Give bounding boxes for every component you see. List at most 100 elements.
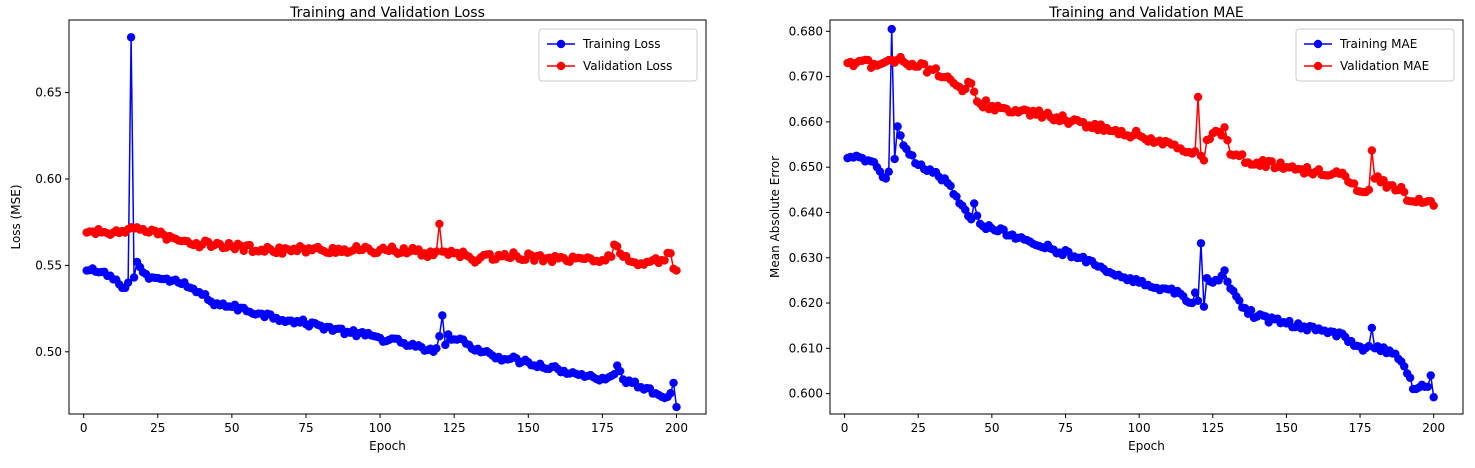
x-tick-label: 200 [1422,421,1445,435]
data-point [881,174,891,183]
data-point [672,402,681,412]
data-point [1220,266,1229,275]
series-training-mae [843,24,1438,402]
legend-label: Validation MAE [1340,59,1429,73]
data-point [1429,393,1438,402]
data-point [1426,371,1435,380]
x-tick-label: 150 [517,421,540,435]
data-point [972,211,982,220]
legend-marker [556,39,566,49]
x-tick-label: 125 [1201,421,1224,435]
data-point [908,151,917,160]
x-tick-label: 50 [984,421,999,435]
x-tick-label: 0 [80,421,88,435]
series-training-loss [82,33,681,412]
y-tick-label: 0.610 [789,341,823,355]
data-point [438,311,447,320]
data-point [669,378,678,388]
data-point [432,344,441,353]
data-point [1238,150,1247,159]
data-point [441,340,450,350]
data-point [245,240,254,250]
data-point [893,122,902,131]
x-tick-label: 50 [224,421,239,435]
plot-area [82,33,681,412]
legend-box [538,28,698,82]
data-point [1235,296,1244,305]
legend-label: Training Loss [582,37,660,51]
data-point [887,24,896,34]
legend: Training Loss Validation Loss [538,28,698,82]
data-point [672,266,681,275]
data-point [969,87,979,96]
x-tick-label: 100 [369,421,392,435]
data-point [1199,156,1209,165]
series-validation-mae [843,52,1438,210]
x-tick-label: 175 [591,421,614,435]
data-point [126,33,136,42]
data-point [1217,131,1226,140]
legend-item: Training MAE [1304,37,1417,51]
data-point [1220,123,1229,132]
legend-label: Validation Loss [583,59,672,73]
data-point [1267,157,1276,166]
data-point [435,332,444,341]
data-point [666,249,675,258]
data-point [946,181,955,191]
y-tick-label: 0.60 [35,172,62,186]
series-validation-loss [82,219,681,275]
data-point [129,273,139,282]
x-axis-label: Epoch [1128,439,1165,453]
data-point [1405,373,1415,382]
data-point [1196,239,1206,248]
data-point [981,96,991,105]
y-tick-label: 0.630 [789,251,823,265]
legend-marker [1313,61,1323,71]
data-point [952,192,961,201]
data-point [613,242,622,251]
data-point [1379,176,1388,185]
data-point [1400,187,1409,197]
y-tick-label: 0.670 [789,70,823,84]
chart-title: Training and Validation MAE [1048,5,1244,21]
series-line [86,37,678,408]
data-point [1190,288,1200,297]
data-point [961,84,970,94]
x-tick-label: 0 [841,421,849,435]
y-axis-label: Loss (MSE) [9,184,23,249]
y-tick-label: 0.680 [789,24,823,38]
data-point [1246,306,1256,315]
chart-panel-1: Training and Validation Loss 0 25 50 75 100 12… [9,5,707,453]
data-point [1034,106,1044,115]
data-point [123,278,133,287]
data-point [1223,277,1232,286]
data-point [1223,136,1232,145]
data-point [1199,302,1209,311]
data-point [931,64,941,73]
data-point [1400,362,1409,371]
x-tick-label: 25 [911,421,926,435]
axes-frame [829,19,1464,415]
y-tick-label: 0.620 [789,296,823,310]
legend-box [1295,28,1455,82]
plot-area [843,24,1438,402]
x-tick-label: 100 [1128,421,1151,435]
x-tick-label: 25 [150,421,165,435]
x-axis-label: Epoch [369,439,406,453]
data-point [615,366,625,376]
legend: Training MAE Validation MAE [1295,28,1455,82]
axes-frame [68,19,707,415]
data-point [969,199,979,208]
x-tick-label: 125 [443,421,466,435]
data-point [967,79,976,88]
data-point [919,59,929,69]
y-tick-label: 0.55 [35,258,62,272]
y-tick-label: 0.660 [789,115,823,129]
legend-item: Validation Loss [547,59,672,73]
data-point [1349,179,1359,188]
x-tick-label: 75 [298,421,313,435]
x-tick-label: 150 [1275,421,1298,435]
y-tick-label: 0.650 [789,160,823,174]
x-tick-label: 75 [1058,421,1073,435]
